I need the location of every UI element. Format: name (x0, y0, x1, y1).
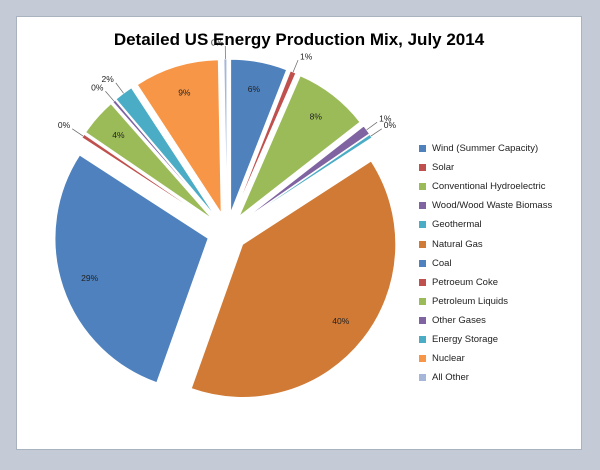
legend-item: Geothermal (419, 215, 552, 234)
leader-line-9 (105, 90, 115, 102)
legend-swatch (419, 316, 426, 324)
legend-item: Nuclear (419, 349, 552, 368)
legend-label: Energy Storage (432, 333, 499, 345)
chart-frame: Detailed US Energy Production Mix, July … (16, 16, 582, 450)
legend-label: Geothermal (432, 219, 482, 231)
leader-line-7 (72, 128, 84, 137)
legend-swatch (419, 183, 426, 191)
pie-slice-label-10: 2% (102, 74, 115, 84)
legend-swatch (419, 202, 426, 210)
legend-label: Nuclear (432, 353, 465, 365)
legend-item: Energy Storage (419, 330, 552, 349)
pie-slice-7 (81, 133, 211, 222)
legend-swatch (419, 240, 426, 248)
legend-item: Petroleum Liquids (419, 292, 552, 311)
leader-line-10 (115, 82, 124, 94)
legend-label: Petroeum Coke (432, 276, 499, 288)
legend-swatch (419, 335, 426, 343)
legend-item: Wind (Summer Capacity) (419, 139, 552, 158)
pie-slice-0 (230, 58, 288, 213)
pie-slice-label-1: 1% (300, 51, 313, 61)
pie-slice-8 (85, 103, 213, 220)
pie-slice-label-9: 0% (91, 82, 104, 92)
legend-swatch (419, 259, 426, 267)
pie-slice-label-11: 9% (178, 88, 191, 98)
pie-slice-label-0: 6% (248, 84, 261, 94)
pie-slice-12 (223, 58, 228, 213)
pie-slice-4 (243, 133, 373, 222)
legend-swatch (419, 278, 426, 286)
legend-swatch (419, 297, 426, 305)
leader-line-3 (366, 121, 378, 131)
legend-label: Conventional Hydroelectric (432, 181, 546, 193)
pie-slice-label-8: 4% (112, 130, 125, 140)
pie-slice-6 (54, 154, 209, 384)
pie-slice-label-7: 0% (58, 120, 71, 130)
legend-item: Solar (419, 158, 552, 177)
legend-item: Other Gases (419, 311, 552, 330)
pie-slice-label-2: 8% (310, 112, 323, 122)
legend-label: Solar (432, 162, 455, 174)
pie-slice-5 (190, 160, 397, 398)
leader-line-4 (370, 128, 382, 137)
pie-slice-label-5: 40% (332, 316, 349, 326)
leader-line-1 (292, 59, 299, 73)
legend-item: Conventional Hydroelectric (419, 177, 552, 196)
pie-slice-10 (115, 87, 216, 217)
legend-swatch (419, 145, 426, 153)
legend-item: Coal (419, 254, 552, 273)
legend-label: Wind (Summer Capacity) (432, 143, 539, 155)
chart-title: Detailed US Energy Production Mix, July … (113, 30, 485, 49)
legend-label: Other Gases (432, 314, 486, 326)
pie-slice-label-3: 1% (379, 113, 392, 123)
legend-label: All Other (432, 372, 469, 384)
legend-label: Petroleum Liquids (432, 295, 509, 307)
pie-slice-2 (238, 75, 361, 217)
legend-item: All Other (419, 368, 552, 387)
legend-label: Natural Gas (432, 238, 483, 250)
legend-swatch (419, 374, 426, 382)
legend-swatch (419, 355, 426, 363)
pie-slice-label-4: 0% (384, 120, 397, 130)
legend-item: Natural Gas (419, 234, 552, 253)
legend-swatch (419, 221, 426, 229)
pie-slice-label-12: 0% (211, 37, 224, 47)
legend-label: Coal (432, 257, 452, 269)
legend-label: Wood/Wood Waste Biomass (432, 200, 553, 212)
legend-item: Petroeum Coke (419, 273, 552, 292)
pie-slice-3 (242, 125, 370, 221)
chart-legend: Wind (Summer Capacity) Solar Conventional … (419, 139, 552, 387)
legend-swatch (419, 164, 426, 172)
pie-chart: 6%1%8% 1%0%40%29%0%4%0%2%9%0% (54, 37, 397, 398)
legend-item: Wood/Wood Waste Biomass (419, 196, 552, 215)
pie-slice-label-6: 29% (81, 273, 98, 283)
pie-slice-11 (136, 59, 222, 215)
